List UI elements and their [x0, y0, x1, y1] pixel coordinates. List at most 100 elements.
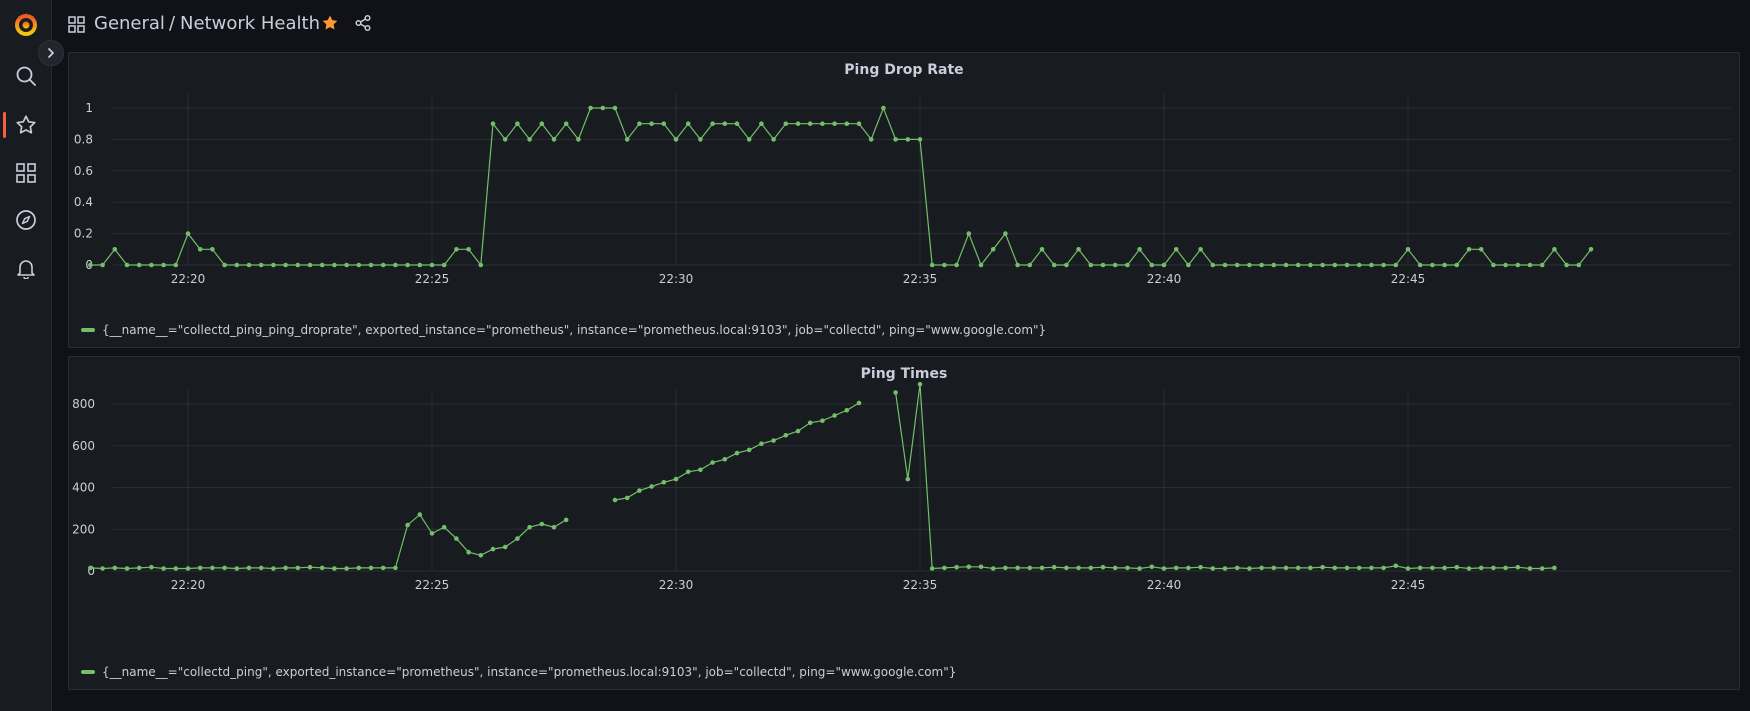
y-tick-label: 0.6 — [74, 164, 93, 178]
star-icon[interactable] — [8, 107, 44, 143]
data-point — [1003, 565, 1008, 571]
data-point — [1539, 566, 1545, 571]
share-dashboard-button[interactable] — [354, 14, 372, 36]
panel-title[interactable]: Ping Drop Rate — [844, 62, 964, 78]
panel-ping-drop-rate[interactable]: Ping Drop Rate 00.20.40.60.8122:2022:252… — [68, 52, 1740, 348]
data-point — [1552, 247, 1557, 252]
data-point — [1369, 565, 1374, 571]
data-point — [1149, 564, 1155, 570]
data-point — [624, 495, 630, 501]
panel-title[interactable]: Ping Times — [860, 366, 948, 382]
y-tick-label: 0 — [87, 564, 95, 578]
dashboard-title[interactable]: Network Health — [180, 13, 320, 34]
active-indicator — [3, 112, 6, 138]
data-point — [673, 137, 679, 142]
data-point — [759, 441, 764, 446]
data-point — [1198, 247, 1203, 252]
data-point — [1259, 565, 1264, 571]
data-point — [1210, 566, 1216, 571]
x-tick-label: 22:20 — [171, 578, 206, 592]
data-point — [710, 460, 715, 465]
data-point — [1369, 262, 1374, 268]
data-point — [1027, 565, 1033, 571]
data-point — [1100, 262, 1106, 268]
data-point — [112, 565, 118, 571]
data-point — [1539, 262, 1545, 268]
mark-favorite-button[interactable] — [321, 14, 339, 36]
panel-ping-times[interactable]: Ping Times 0 200 400 600 800 22:20 22:25 22:30 2… — [68, 356, 1740, 690]
data-point — [722, 121, 728, 126]
data-point — [393, 262, 398, 268]
legend-item[interactable]: {__name__="collectd_ping", exported_inst… — [81, 665, 956, 679]
data-point — [405, 262, 410, 268]
data-point — [1027, 262, 1033, 268]
data-point — [673, 476, 679, 482]
data-point — [1503, 565, 1508, 571]
bell-icon[interactable] — [8, 250, 44, 286]
data-point — [551, 524, 557, 530]
data-point — [1076, 565, 1081, 571]
data-point — [1100, 564, 1106, 570]
data-point — [1039, 247, 1045, 252]
y-tick-label: 0.8 — [74, 132, 93, 146]
data-point — [441, 262, 447, 268]
ping-times-chart[interactable]: 0 200 400 600 800 22:20 22:25 22:30 22:35 22:40 22… — [69, 357, 1741, 661]
series-line — [90, 513, 567, 570]
data-point — [661, 480, 667, 485]
dashboards-icon[interactable] — [8, 155, 44, 191]
data-point — [197, 247, 203, 252]
data-point — [185, 231, 191, 236]
data-point — [246, 262, 252, 268]
ping-drop-rate-chart[interactable]: 00.20.40.60.8122:2022:2522:3022:3522:402… — [69, 53, 1741, 321]
data-point — [515, 536, 520, 541]
legend-color-swatch — [81, 328, 95, 332]
data-point — [881, 105, 886, 111]
data-point — [1356, 565, 1362, 571]
data-point — [929, 566, 935, 571]
data-point — [1381, 565, 1386, 571]
grafana-logo-icon[interactable] — [8, 6, 44, 42]
data-point — [1125, 262, 1130, 268]
series-line — [895, 384, 1555, 570]
data-point — [917, 137, 923, 142]
data-point — [783, 121, 789, 126]
data-point — [698, 137, 703, 142]
data-point — [222, 565, 227, 571]
breadcrumb-folder-link[interactable]: General — [94, 13, 165, 34]
data-point — [136, 262, 142, 268]
data-point — [1161, 566, 1167, 571]
x-tick-label: 22:30 — [659, 272, 694, 286]
data-point — [820, 418, 825, 423]
data-point — [612, 105, 618, 111]
data-point — [1088, 565, 1094, 571]
data-point — [1320, 262, 1325, 268]
data-point — [417, 512, 423, 517]
data-point — [820, 121, 825, 126]
data-point — [942, 565, 947, 571]
data-point — [734, 121, 740, 126]
data-point — [405, 522, 410, 528]
data-point — [258, 565, 264, 571]
data-point — [271, 566, 276, 571]
data-point — [759, 121, 764, 126]
data-point — [1234, 262, 1240, 268]
data-point — [600, 105, 606, 111]
data-point — [551, 137, 557, 142]
x-tick-label: 22:35 — [903, 578, 938, 592]
data-point — [1344, 565, 1350, 571]
compass-icon[interactable] — [8, 202, 44, 238]
data-point — [1478, 565, 1484, 571]
chevron-right-icon — [48, 48, 54, 58]
legend-label[interactable]: {__name__="collectd_ping", exported_inst… — [102, 665, 957, 679]
expand-sidebar-button[interactable] — [38, 40, 64, 66]
data-point — [356, 565, 362, 571]
x-tick-label: 22:40 — [1147, 272, 1182, 286]
data-point — [1003, 231, 1008, 236]
data-point — [1076, 247, 1081, 252]
search-icon[interactable] — [8, 58, 44, 94]
legend-item[interactable]: {__name__="collectd_ping_ping_droprate",… — [81, 323, 1046, 337]
data-point — [344, 566, 349, 571]
legend-label[interactable]: {__name__="collectd_ping_ping_droprate",… — [102, 323, 1047, 337]
data-point — [1466, 247, 1472, 252]
y-tick-label: 400 — [72, 481, 95, 495]
